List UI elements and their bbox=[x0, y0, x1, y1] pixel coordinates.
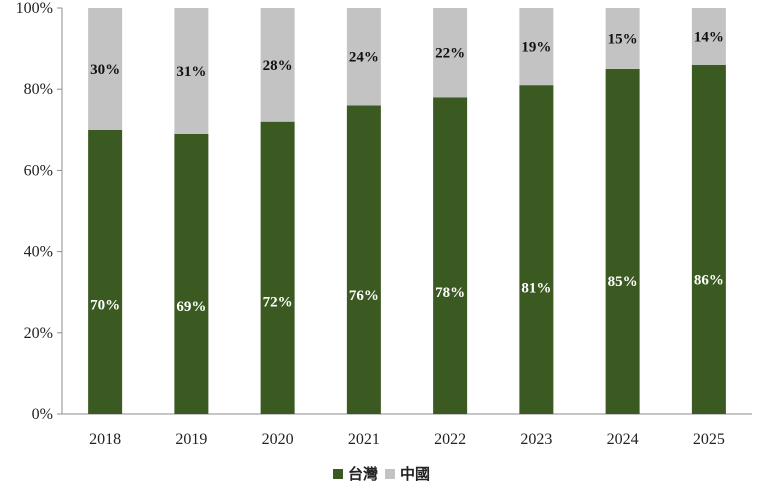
data-label-china-2024: 15% bbox=[608, 31, 638, 47]
legend-label-china: 中國 bbox=[400, 465, 430, 483]
bar-taiwan-2023 bbox=[519, 85, 554, 414]
legend: 台灣 中國 bbox=[333, 465, 430, 483]
data-label-taiwan-2023: 81% bbox=[521, 280, 551, 296]
bar-taiwan-2019 bbox=[174, 133, 209, 415]
bar-china-2020 bbox=[260, 8, 295, 122]
data-label-china-2018: 30% bbox=[90, 62, 120, 78]
bar-china-2024 bbox=[605, 8, 640, 69]
data-label-china-2023: 19% bbox=[521, 40, 551, 56]
data-label-taiwan-2025: 86% bbox=[694, 273, 724, 289]
legend-label-taiwan: 台灣 bbox=[348, 465, 378, 483]
bar-taiwan-2022 bbox=[433, 97, 468, 414]
axes: 0% 20% 40% 60% 80% 100% 2018 2019 2020 2021 2022 20… bbox=[16, 0, 752, 448]
bar-china-2021 bbox=[346, 8, 381, 106]
y-tick-label: 60% bbox=[24, 162, 53, 179]
bar-china-2018 bbox=[88, 8, 123, 130]
bar-taiwan-2018 bbox=[88, 129, 123, 415]
data-label-taiwan-2018: 70% bbox=[90, 298, 120, 314]
x-tick-label: 2018 bbox=[89, 431, 121, 448]
x-tick-label: 2022 bbox=[434, 431, 466, 448]
x-tick-label: 2025 bbox=[693, 431, 725, 448]
bar-china-2022 bbox=[433, 8, 468, 98]
bar-china-2023 bbox=[519, 8, 554, 86]
y-tick-label: 100% bbox=[16, 0, 53, 17]
bar-china-2019 bbox=[174, 8, 209, 134]
y-tick-label: 20% bbox=[24, 325, 53, 342]
bar-taiwan-2021 bbox=[346, 105, 381, 414]
bar-taiwan-2020 bbox=[260, 121, 295, 415]
y-tick-label: 40% bbox=[24, 244, 53, 261]
x-tick-label: 2023 bbox=[520, 431, 552, 448]
data-label-china-2022: 22% bbox=[435, 46, 465, 62]
data-label-taiwan-2024: 85% bbox=[608, 274, 638, 290]
y-tick-label: 0% bbox=[32, 406, 53, 423]
data-label-china-2021: 24% bbox=[349, 50, 379, 66]
x-tick-label: 2019 bbox=[175, 431, 207, 448]
data-label-taiwan-2021: 76% bbox=[349, 288, 379, 304]
bar-taiwan-2025 bbox=[691, 64, 726, 414]
data-label-taiwan-2020: 72% bbox=[263, 294, 293, 310]
data-label-china-2020: 28% bbox=[263, 58, 293, 74]
y-tick-label: 80% bbox=[24, 81, 53, 98]
data-label-china-2025: 14% bbox=[694, 29, 724, 45]
bar-taiwan-2024 bbox=[605, 68, 640, 415]
data-labels-group: 70% 30% 69% 31% 72% 28% 76% 24% 78% 22% 81% 19% 85% 1… bbox=[90, 29, 724, 315]
x-tick-label: 2020 bbox=[262, 431, 294, 448]
data-label-taiwan-2022: 78% bbox=[435, 285, 465, 301]
data-label-taiwan-2019: 69% bbox=[176, 299, 206, 315]
legend-swatch-china bbox=[385, 469, 395, 479]
x-tick-label: 2021 bbox=[348, 431, 380, 448]
x-tick-label: 2024 bbox=[607, 431, 639, 448]
bars-group bbox=[88, 8, 726, 415]
data-label-china-2019: 31% bbox=[176, 64, 206, 80]
bar-china-2025 bbox=[691, 8, 726, 65]
legend-swatch-taiwan bbox=[333, 469, 343, 479]
